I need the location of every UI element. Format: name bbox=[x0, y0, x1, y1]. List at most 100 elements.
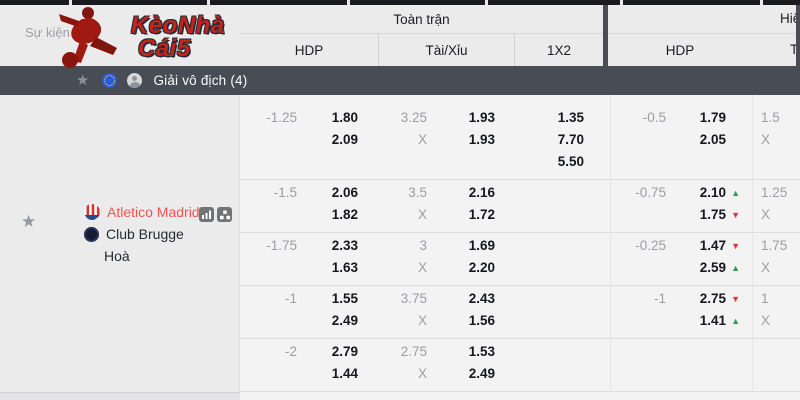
total-line: 2.75 bbox=[400, 344, 427, 359]
league-avatar-icon bbox=[127, 73, 143, 88]
odds-header: Sự kiện KèoNhà Cái5 Toàn trận Hiệp 1 HDP… bbox=[0, 5, 800, 68]
x-label: X bbox=[417, 207, 427, 222]
cell-h1-overunder bbox=[752, 339, 800, 400]
odds-value[interactable]: 2.20 bbox=[468, 260, 495, 275]
odds-row: -1.5 2.06 1.82 3.5 X 2.16 1.72 -0.75 bbox=[240, 180, 800, 248]
odds-value[interactable]: 2.10 bbox=[699, 185, 726, 200]
cell-fm-overunder: 3 X 1.69 2.20 bbox=[378, 233, 514, 301]
lineup-button[interactable] bbox=[217, 207, 232, 222]
odds-value[interactable] bbox=[514, 310, 584, 332]
cell-h1-overunder: 1.5 X bbox=[752, 95, 800, 179]
odds-value[interactable] bbox=[514, 257, 584, 279]
odds-value[interactable]: 1.93 bbox=[468, 132, 495, 147]
odds-value[interactable]: 2.16 bbox=[468, 185, 495, 200]
first-half-group-header: Hiệp 1 bbox=[608, 5, 796, 34]
top-strip bbox=[0, 0, 800, 5]
odds-value[interactable]: 5.50 bbox=[557, 154, 584, 169]
odds-rows: -1.25 1.80 2.09 3.25 X 1.93 1.93 1.35 7.… bbox=[240, 95, 800, 400]
total-line: 1.75 bbox=[761, 238, 788, 253]
odds-value[interactable]: 1.93 bbox=[468, 110, 495, 125]
odds-value[interactable]: 2.59 bbox=[699, 260, 726, 275]
cell-fm-1x2 bbox=[514, 339, 610, 400]
odds-value[interactable] bbox=[514, 341, 584, 363]
section-divider bbox=[603, 5, 608, 66]
total-line: 3.5 bbox=[408, 185, 427, 200]
col-header-h1-hdp: HDP bbox=[665, 42, 695, 58]
trend-down-icon: ▼ bbox=[731, 293, 740, 304]
cell-fm-1x2: 1.35 7.70 5.50 bbox=[514, 95, 610, 179]
odds-value[interactable]: 2.06 bbox=[331, 185, 358, 200]
brand-area: Sự kiện KèoNhà Cái5 bbox=[0, 5, 240, 68]
x-label: X bbox=[417, 313, 427, 328]
favorite-star-icon[interactable]: ★ bbox=[21, 212, 37, 231]
odds-value[interactable]: 2.33 bbox=[331, 238, 358, 253]
match-panel[interactable]: ★ Atletico Madrid bbox=[0, 95, 240, 392]
odds-value[interactable]: 1.55 bbox=[331, 291, 358, 306]
x-label: X bbox=[761, 313, 771, 328]
site-logo: KèoNhà Cái5 bbox=[131, 12, 225, 62]
league-star-icon[interactable]: ★ bbox=[76, 72, 90, 89]
bottom-strip bbox=[0, 392, 800, 400]
odds-value[interactable]: 2.79 bbox=[331, 344, 358, 359]
football-player-logo-icon bbox=[59, 7, 117, 68]
logo-line2: Cái5 bbox=[138, 35, 191, 62]
x-label: X bbox=[761, 207, 771, 222]
odds-value[interactable]: 2.49 bbox=[331, 313, 358, 328]
odds-value[interactable]: 2.43 bbox=[468, 291, 495, 306]
odds-value[interactable]: 1.47 bbox=[699, 238, 726, 253]
odds-value[interactable] bbox=[514, 288, 584, 310]
total-line: 1.5 bbox=[761, 110, 780, 125]
odds-value[interactable]: 1.56 bbox=[468, 313, 495, 328]
cell-fm-hdp: -1 1.55 2.49 bbox=[240, 286, 378, 354]
odds-value[interactable] bbox=[514, 235, 584, 257]
away-team-name: Club Brugge bbox=[106, 226, 184, 242]
odds-value[interactable]: 7.70 bbox=[557, 132, 584, 147]
total-line: 3.25 bbox=[400, 110, 427, 125]
odds-value[interactable]: 1.35 bbox=[557, 110, 584, 125]
odds-row: -2 2.79 1.44 2.75 X 1.53 2.49 bbox=[240, 339, 800, 400]
lineup-icon bbox=[219, 210, 230, 219]
odds-value[interactable]: 1.44 bbox=[331, 366, 358, 381]
cell-h1-overunder: 1 X bbox=[752, 286, 800, 354]
odds-value[interactable]: 1.63 bbox=[331, 260, 358, 275]
odds-value[interactable]: 1.80 bbox=[331, 110, 358, 125]
odds-value[interactable] bbox=[514, 363, 584, 385]
bar-chart-icon bbox=[202, 210, 211, 219]
odds-value[interactable]: 2.09 bbox=[331, 132, 358, 147]
trend-up-icon: ▲ bbox=[731, 187, 740, 198]
odds-value[interactable]: 1.41 bbox=[699, 313, 726, 328]
league-title[interactable]: Giải vô địch (4) bbox=[153, 73, 248, 88]
cell-h1-overunder: 1.25 X bbox=[752, 180, 800, 248]
odds-value[interactable] bbox=[514, 182, 584, 204]
home-team-name: Atletico Madrid bbox=[107, 204, 200, 220]
full-match-group-header: Toàn trận bbox=[240, 5, 603, 34]
col-header-h1-overunder: Tài/Xỉu bbox=[790, 42, 800, 57]
odds-value[interactable]: 1.53 bbox=[468, 344, 495, 359]
odds-row: -1 1.55 2.49 3.75 X 2.43 1.56 -1 bbox=[240, 286, 800, 354]
odds-value[interactable]: 1.69 bbox=[468, 238, 495, 253]
x-label: X bbox=[417, 366, 427, 381]
cell-h1-hdp bbox=[610, 339, 752, 400]
hdp-line bbox=[611, 341, 666, 363]
odds-value[interactable]: 1.79 bbox=[699, 110, 726, 125]
odds-value[interactable]: 2.49 bbox=[468, 366, 495, 381]
cell-fm-hdp: -1.5 2.06 1.82 bbox=[240, 180, 378, 248]
odds-value[interactable] bbox=[514, 204, 584, 226]
col-header-fm-1x2: 1X2 bbox=[514, 34, 603, 66]
logo-line1: KèoNhà bbox=[131, 12, 225, 39]
hdp-line: -1.25 bbox=[266, 110, 297, 125]
atletico-madrid-crest-icon bbox=[84, 204, 100, 220]
odds-value[interactable]: 2.75 bbox=[699, 291, 726, 306]
odds-value[interactable]: 1.82 bbox=[331, 207, 358, 222]
odds-value[interactable]: 2.05 bbox=[699, 132, 726, 147]
cell-fm-overunder: 2.75 X 1.53 2.49 bbox=[378, 339, 514, 400]
statistics-button[interactable] bbox=[199, 207, 214, 222]
odds-value[interactable]: 1.72 bbox=[468, 207, 495, 222]
hdp-line: -1 bbox=[284, 291, 297, 306]
hdp-line: -0.25 bbox=[635, 238, 666, 253]
odds-value[interactable]: 1.75 bbox=[699, 207, 726, 222]
cell-fm-hdp: -1.75 2.33 1.63 bbox=[240, 233, 378, 301]
cell-h1-hdp: -0.5 1.79 2.05 bbox=[610, 95, 752, 179]
odds-row: -1.75 2.33 1.63 3 X 1.69 2.20 -0.25 bbox=[240, 233, 800, 301]
